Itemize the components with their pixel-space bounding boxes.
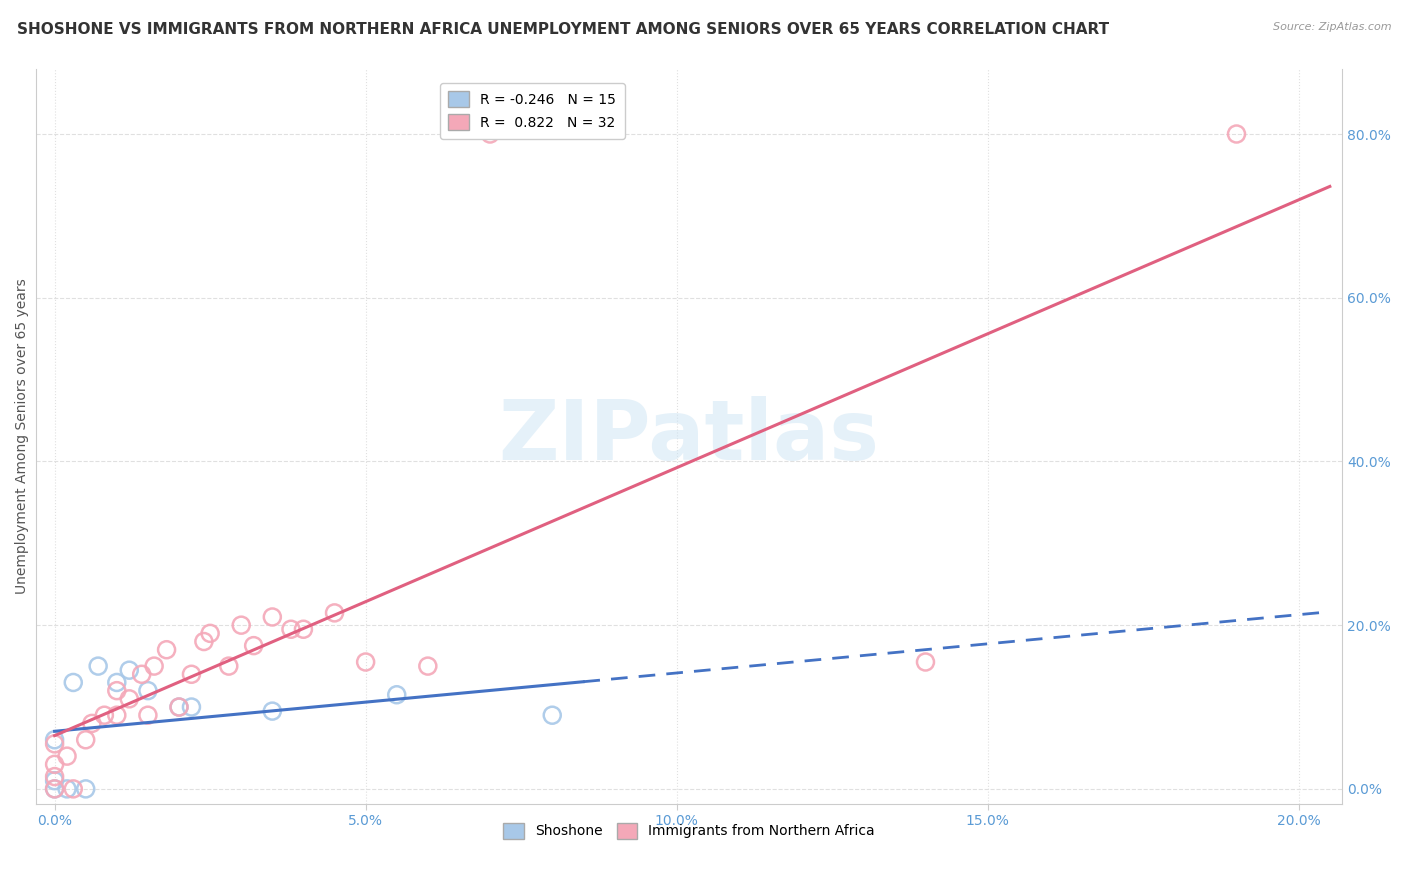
- Point: [218, 659, 240, 673]
- Text: ZIPatlas: ZIPatlas: [499, 395, 880, 476]
- Point: [323, 606, 346, 620]
- Point: [180, 667, 202, 681]
- Point: [479, 127, 502, 141]
- Point: [914, 655, 936, 669]
- Point: [262, 704, 284, 718]
- Text: Source: ZipAtlas.com: Source: ZipAtlas.com: [1274, 22, 1392, 32]
- Point: [136, 708, 159, 723]
- Text: SHOSHONE VS IMMIGRANTS FROM NORTHERN AFRICA UNEMPLOYMENT AMONG SENIORS OVER 65 Y: SHOSHONE VS IMMIGRANTS FROM NORTHERN AFR…: [17, 22, 1109, 37]
- Point: [280, 622, 302, 636]
- Point: [56, 781, 79, 796]
- Point: [131, 667, 153, 681]
- Point: [167, 700, 190, 714]
- Point: [80, 716, 103, 731]
- Point: [118, 663, 141, 677]
- Point: [75, 781, 97, 796]
- Point: [242, 639, 264, 653]
- Point: [167, 700, 190, 714]
- Point: [44, 773, 66, 788]
- Point: [354, 655, 377, 669]
- Point: [118, 691, 141, 706]
- Point: [180, 700, 202, 714]
- Point: [198, 626, 221, 640]
- Point: [93, 708, 115, 723]
- Point: [62, 675, 84, 690]
- Point: [136, 683, 159, 698]
- Point: [44, 757, 66, 772]
- Point: [193, 634, 215, 648]
- Point: [385, 688, 408, 702]
- Point: [44, 737, 66, 751]
- Point: [416, 659, 439, 673]
- Point: [56, 749, 79, 764]
- Point: [231, 618, 253, 632]
- Point: [155, 642, 177, 657]
- Y-axis label: Unemployment Among Seniors over 65 years: Unemployment Among Seniors over 65 years: [15, 278, 30, 594]
- Point: [44, 781, 66, 796]
- Point: [105, 683, 128, 698]
- Point: [44, 732, 66, 747]
- Point: [292, 622, 315, 636]
- Legend: Shoshone, Immigrants from Northern Africa: Shoshone, Immigrants from Northern Afric…: [498, 817, 880, 845]
- Point: [75, 732, 97, 747]
- Point: [105, 708, 128, 723]
- Point: [143, 659, 166, 673]
- Point: [44, 781, 66, 796]
- Point: [1225, 127, 1247, 141]
- Point: [541, 708, 564, 723]
- Point: [105, 675, 128, 690]
- Point: [44, 770, 66, 784]
- Point: [62, 781, 84, 796]
- Point: [262, 610, 284, 624]
- Point: [87, 659, 110, 673]
